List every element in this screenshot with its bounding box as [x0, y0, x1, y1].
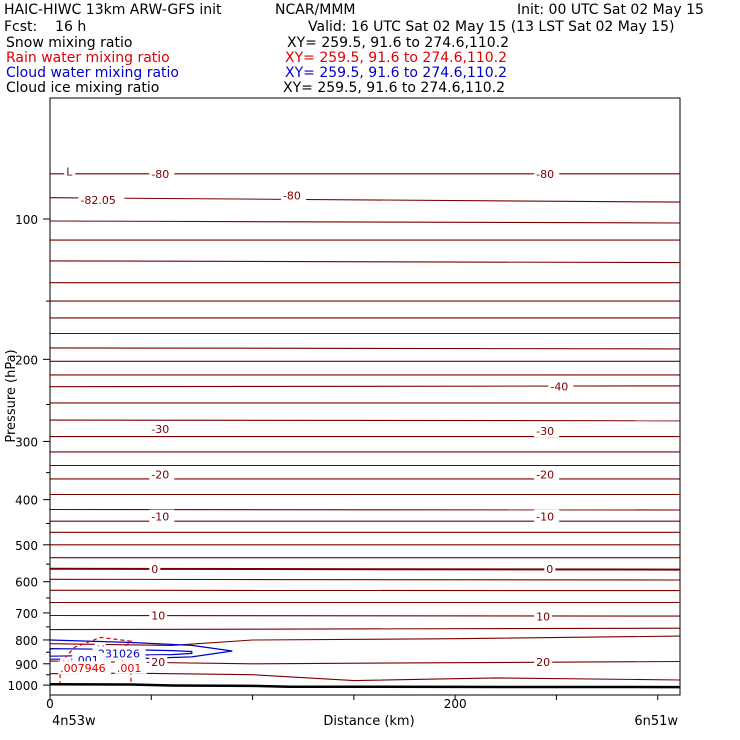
temperature-label-background [149, 562, 161, 576]
forecast-hour: Fcst: 16 h [4, 19, 86, 35]
temperature-label: 0 [546, 563, 553, 576]
temperature-label: 20 [151, 656, 165, 669]
cloud-water-label: .231026 [95, 647, 141, 660]
left-endpoint-label: 4n53w [52, 714, 96, 729]
temperature-label-background [280, 188, 306, 202]
y-axis-label: Pressure (hPa) [4, 349, 19, 442]
temperature-label-background [534, 609, 553, 623]
temperature-contour [49, 220, 681, 224]
x-tick-label: 0 [46, 697, 54, 711]
x-axis-label: Distance (km) [323, 714, 414, 729]
rain-water-label-background [114, 660, 147, 674]
temperature-label-background [534, 166, 560, 180]
temperature-label: -80 [151, 168, 169, 181]
terrain-line [49, 683, 681, 689]
temperature-contour [49, 419, 681, 422]
temperature-label: -82.05 [80, 194, 115, 207]
field-snow-xy: XY= 259.5, 91.6 to 274.6,110.2 [287, 35, 509, 51]
temperature-label: -20 [536, 468, 554, 481]
terrain-surface [49, 683, 681, 689]
field-rain-xy: XY= 259.5, 91.6 to 274.6,110.2 [285, 50, 507, 66]
model-title: HAIC-HIWC 13km ARW-GFS init [4, 2, 222, 18]
field-cloudice-xy: XY= 259.5, 91.6 to 274.6,110.2 [283, 80, 505, 96]
temperature-contour [49, 672, 681, 682]
temperature-contour [49, 567, 681, 571]
temperature-label-background [78, 192, 125, 206]
y-tick-label: 500 [15, 539, 38, 553]
rain-water-label-background [58, 661, 112, 675]
temperature-contour [49, 347, 681, 350]
temperature-label: -10 [151, 511, 169, 524]
rain-water-label: .007946 [60, 662, 106, 675]
y-tick-label: 100 [15, 213, 38, 227]
y-tick-label: 300 [15, 435, 38, 449]
rain-water-label: .001 [117, 662, 142, 675]
temperature-label-background [544, 562, 556, 576]
field-rain-name: Rain water mixing ratio [6, 50, 170, 66]
temperature-label: 10 [151, 610, 165, 623]
temperature-contour [49, 385, 681, 388]
temperature-label-background [149, 421, 175, 435]
field-legend: Snow mixing ratio XY= 259.5, 91.6 to 274… [6, 35, 509, 96]
temperature-label: -10 [536, 511, 554, 524]
temperature-label-background [534, 467, 560, 481]
plot-frame [49, 97, 681, 696]
temperature-contours [49, 173, 681, 682]
temperature-contour [49, 197, 681, 203]
temperature-label: -20 [151, 468, 169, 481]
y-tick-label: 400 [15, 494, 38, 508]
header: HAIC-HIWC 13km ARW-GFS init NCAR/MMM Ini… [4, 2, 704, 35]
y-tick-label: 1000 [7, 679, 38, 693]
temperature-label-background [534, 509, 560, 523]
x-tick-label: 200 [444, 697, 467, 711]
y-tick-label: 700 [15, 607, 38, 621]
temperature-label-background [64, 164, 76, 178]
field-snow-name: Snow mixing ratio [6, 35, 132, 51]
valid-time: Valid: 16 UTC Sat 02 May 15 (13 LST Sat … [308, 19, 674, 35]
field-cloudwater-name: Cloud water mixing ratio [6, 65, 179, 81]
temperature-contour [49, 578, 681, 581]
contour-labels: -80 -80 -80 -82.05 L -40 -30 -30 -20 -20 -10 -10 0 0 1… [58, 164, 574, 675]
temperature-label: -30 [151, 423, 169, 436]
temperature-label: L [66, 165, 73, 178]
field-cloudwater-xy: XY= 259.5, 91.6 to 274.6,110.2 [285, 65, 507, 81]
temperature-label: -80 [283, 189, 301, 202]
temperature-label: 20 [536, 656, 550, 669]
temperature-label-background [534, 655, 553, 669]
field-cloudice-name: Cloud ice mixing ratio [6, 80, 159, 96]
temperature-contour [49, 508, 681, 511]
temperature-label: 0 [151, 563, 158, 576]
temperature-label-background [534, 424, 560, 438]
temperature-label: -80 [536, 168, 554, 181]
temperature-label-background [149, 509, 175, 523]
temperature-label-background [149, 608, 168, 622]
temperature-contour [49, 260, 681, 264]
temperature-label-background [149, 655, 168, 669]
org-label: NCAR/MMM [275, 2, 356, 18]
temperature-label: -30 [536, 425, 554, 438]
temperature-contour [49, 614, 681, 617]
y-tick-label: 900 [15, 658, 38, 672]
temperature-label: -40 [550, 381, 568, 394]
y-tick-label: 600 [15, 576, 38, 590]
temperature-label-background [548, 379, 574, 393]
cloud-water-label-background [92, 646, 146, 660]
temperature-contour [49, 627, 681, 631]
right-endpoint-label: 6n51w [634, 714, 678, 729]
y-tick-label: 200 [15, 353, 38, 367]
temperature-contour [49, 635, 681, 646]
init-time: Init: 00 UTC Sat 02 May 15 [517, 2, 704, 18]
temperature-label: 10 [536, 610, 550, 623]
temperature-label-background [149, 467, 175, 481]
temperature-label-background [149, 166, 175, 180]
y-tick-label: 800 [15, 634, 38, 648]
